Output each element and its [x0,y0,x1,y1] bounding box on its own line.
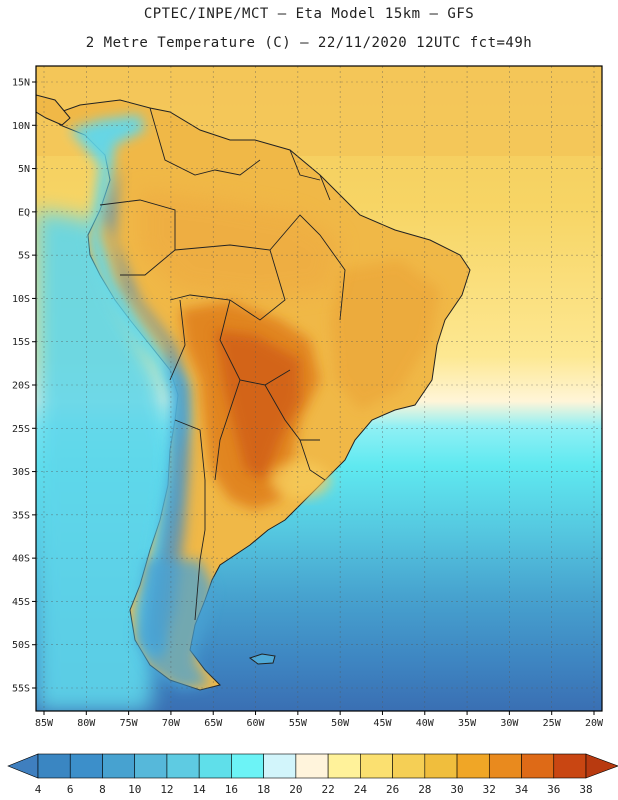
colorbar-label: 28 [418,783,431,796]
lat-label: 15S [12,337,30,348]
colorbar-label: 36 [547,783,560,796]
colorbar-label: 12 [160,783,173,796]
colorbar-swatch [456,753,490,779]
lon-label: 45W [373,718,392,729]
colorbar-label: 32 [483,783,496,796]
colorbar-label: 20 [289,783,302,796]
lon-label: 65W [204,718,223,729]
colorbar-swatch [102,753,136,779]
lat-label: 5N [18,164,30,175]
colorbar-label: 26 [386,783,399,796]
colorbar-label: 30 [450,783,463,796]
colorbar-label: 16 [225,783,238,796]
lat-label: 10S [12,294,30,305]
uruguay-mild [270,462,330,498]
lat-label: 45S [12,597,30,608]
patagonia-cool [135,560,215,690]
lat-label: 55S [12,684,30,695]
lon-label: 40W [416,718,435,729]
map-area [36,66,602,711]
lat-label: 15N [12,78,30,89]
header-title-line1: CPTEC/INPE/MCT – Eta Model 15km – GFS [143,6,475,22]
lat-label: 50S [12,640,30,651]
colorbar-swatch [295,753,329,779]
colorbar-swatch [134,753,168,779]
latitude-axis: 15N 10N 5N EQ 5S 10S 15S 20S 25S 30S 35S 40S 45S 50S 5… [12,78,36,695]
andes-coldest [105,165,190,660]
colorbar-label: 10 [128,783,141,796]
colorbar-label: 18 [257,783,270,796]
country-borders [99,107,346,621]
map-frame [35,65,603,712]
lon-label: 35W [458,718,477,729]
lat-label: 10N [12,121,30,132]
lon-label: 30W [500,718,519,729]
longitude-axis: 85W 80W 75W 70W 65W 60W 55W 50W 45W 40W 35W 30W 25W 2… [35,711,604,729]
colorbar-label: 22 [321,783,334,796]
lat-label: 40S [12,554,30,565]
colorbar-swatch [37,753,71,779]
lon-label: 25W [543,718,562,729]
colorbar-label: 24 [354,783,368,796]
colorbar-swatch [231,753,264,779]
colorbar-swatch [521,753,555,779]
colorbar-swatch [424,753,458,779]
colorbar-label: 6 [67,783,74,796]
andes-cold [70,115,188,660]
colorbar-swatch [488,753,522,779]
graticule [36,66,602,711]
colorbar-swatch [392,753,426,779]
lon-label: 55W [289,718,308,729]
colorbar-label: 8 [99,783,106,796]
lat-label: EQ [18,207,30,218]
colorbar-arrow-high [585,753,618,779]
colorbar-arrow-low [7,753,39,779]
colorbar-label: 34 [515,783,529,796]
colorbar-swatch [263,753,297,779]
lat-label: 30S [12,467,30,478]
colorbar-swatch [166,753,200,779]
falkland-islands [248,653,276,665]
colorbar-swatch [553,753,587,779]
lon-label: 60W [247,718,266,729]
brazil-east-warm [330,260,440,410]
lon-label: 50W [331,718,350,729]
colorbar-label: 38 [579,783,592,796]
colorbar-label: 14 [193,783,207,796]
lat-label: 25S [12,424,30,435]
colorbar-label: 4 [35,783,42,796]
lon-label: 80W [77,718,96,729]
lon-label: 75W [120,718,139,729]
colorbar: 4 6 8 10 12 14 16 18 20 22 24 26 28 30 32 34 36 38 [7,753,618,796]
amazon-warm [140,190,340,300]
colorbar-swatch [198,753,232,779]
hottest-core [215,330,300,480]
lon-label: 85W [35,718,54,729]
lon-label: 70W [162,718,181,729]
colorbar-swatch [360,753,393,779]
header-title-line2: 2 Metre Temperature (C) – 22/11/2020 12U… [85,35,533,51]
lon-label: 20W [585,718,604,729]
colorbar-swatch [69,753,103,779]
colorbar-swatch [327,753,361,779]
lat-label: 5S [18,251,30,262]
lat-label: 20S [12,381,30,392]
lat-label: 35S [12,510,30,521]
